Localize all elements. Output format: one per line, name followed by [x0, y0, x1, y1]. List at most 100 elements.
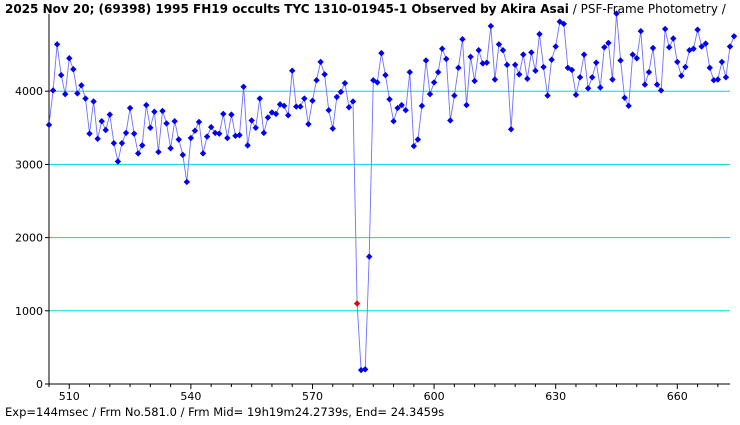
data-point: [293, 103, 300, 110]
data-point: [410, 142, 418, 150]
data-point: [317, 58, 324, 66]
data-point: [617, 57, 624, 64]
data-point: [345, 104, 353, 111]
data-point: [483, 59, 490, 66]
y-tick-label-2000: 2000: [15, 232, 43, 245]
data-point: [418, 102, 426, 110]
data-point: [499, 47, 507, 54]
data-point: [195, 118, 203, 126]
data-point: [49, 87, 57, 94]
data-point: [280, 102, 288, 110]
title-main: 2025 Nov 20; (69398) 1995 FH19 occults T…: [5, 2, 569, 16]
data-point: [309, 97, 316, 104]
data-point: [495, 41, 503, 48]
data-point: [240, 83, 247, 91]
data-point: [540, 63, 547, 71]
data-point: [645, 68, 653, 76]
data-point: [406, 68, 413, 76]
chart-title: 2025 Nov 20; (69398) 1995 FH19 occults T…: [5, 2, 726, 16]
data-point: [670, 35, 677, 42]
data-point: [260, 129, 268, 137]
data-point: [94, 135, 101, 142]
exposure-info: Exp=144msec / Frm No.581.0 / Frm Mid= 19…: [5, 405, 445, 419]
data-point: [45, 121, 53, 129]
data-point: [702, 40, 709, 47]
data-point: [665, 44, 673, 51]
data-point: [597, 84, 604, 91]
data-point: [337, 88, 345, 96]
y-tick-label-3000: 3000: [15, 158, 43, 171]
data-point: [264, 114, 272, 121]
data-point: [90, 98, 97, 105]
data-point: [588, 74, 596, 81]
data-point: [321, 71, 328, 78]
data-point: [479, 60, 486, 67]
data-point: [451, 92, 458, 99]
data-point: [536, 30, 543, 38]
data-point: [191, 127, 199, 134]
x-tick-label-570: 570: [302, 390, 323, 403]
data-point: [341, 79, 349, 87]
data-point: [53, 41, 61, 48]
data-point: [329, 125, 336, 132]
data-point: [199, 150, 207, 157]
data-point: [422, 57, 430, 64]
data-point: [390, 118, 397, 125]
data-point: [584, 85, 592, 92]
data-point: [366, 253, 373, 260]
data-point: [102, 126, 109, 134]
y-tick-label-0: 0: [36, 378, 43, 391]
data-point: [224, 134, 231, 142]
data-point: [637, 27, 645, 35]
data-point: [175, 136, 182, 143]
data-point: [593, 59, 600, 66]
data-point: [649, 44, 657, 52]
data-point: [548, 56, 555, 63]
data-point: [98, 118, 105, 125]
data-point: [236, 131, 243, 139]
data-point: [62, 90, 69, 98]
x-tick-label-510: 510: [59, 390, 80, 403]
data-point: [325, 107, 332, 114]
data-point: [491, 76, 499, 83]
data-point: [552, 43, 559, 50]
data-point: [601, 44, 608, 51]
data-point: [126, 104, 134, 112]
data-point: [414, 136, 422, 143]
data-point: [430, 79, 438, 86]
data-point: [130, 130, 138, 137]
data-point: [613, 10, 620, 17]
data-point: [443, 55, 450, 63]
data-point: [284, 112, 292, 119]
data-point: [426, 90, 434, 98]
data-point: [143, 101, 150, 109]
data-point: [228, 111, 235, 118]
data-point: [625, 102, 632, 110]
data-point: [151, 108, 158, 115]
data-point: [560, 20, 568, 28]
data-point: [447, 117, 454, 124]
data-point: [398, 101, 405, 109]
data-point: [82, 95, 89, 102]
data-point: [503, 61, 511, 69]
data-point: [297, 103, 304, 110]
data-point: [455, 64, 462, 71]
data-point: [528, 49, 535, 56]
data-point: [313, 77, 320, 84]
data-point: [244, 142, 251, 149]
data-point: [361, 366, 369, 373]
data-point: [544, 92, 551, 99]
data-point: [653, 81, 661, 88]
data-point: [167, 145, 174, 152]
data-point: [694, 26, 701, 33]
data-point: [459, 36, 466, 43]
data-point: [207, 123, 215, 131]
x-tick-label-660: 660: [667, 390, 688, 403]
data-point: [378, 49, 385, 57]
data-point-highlight: [353, 300, 361, 307]
y-tick-label-4000: 4000: [15, 85, 43, 98]
data-point: [382, 71, 389, 79]
data-point: [110, 139, 118, 147]
data-point: [139, 142, 146, 149]
data-point: [333, 93, 341, 101]
